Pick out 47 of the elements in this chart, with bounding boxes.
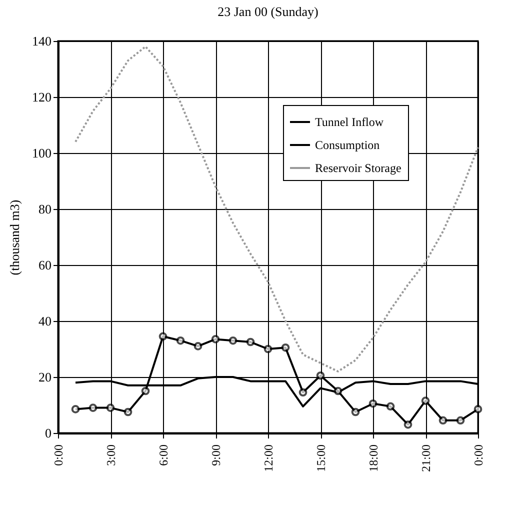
point xyxy=(158,332,168,341)
y-tick-label: 140 xyxy=(32,34,52,48)
point xyxy=(281,343,290,352)
y-axis-title: (thousand m3) xyxy=(7,200,22,276)
line-series xyxy=(74,46,479,372)
x-tick-label: 9:00 xyxy=(209,444,223,466)
point xyxy=(124,408,132,416)
x-tick-label: 0:00 xyxy=(52,444,66,466)
point xyxy=(176,336,185,345)
legend-label: Tunnel Inflow xyxy=(315,115,384,129)
x-tick-label: 18:00 xyxy=(366,444,380,472)
legend-label: Reservoir Storage xyxy=(315,161,402,175)
point xyxy=(211,335,220,344)
point xyxy=(71,405,80,414)
point xyxy=(474,405,482,414)
point xyxy=(351,408,360,416)
chart-title: 23 Jan 00 (Sunday) xyxy=(218,4,318,19)
y-tick-label: 100 xyxy=(32,146,52,160)
point xyxy=(334,386,342,396)
x-tick-label: 12:00 xyxy=(262,444,276,472)
y-tick-label: 20 xyxy=(38,370,52,384)
point xyxy=(421,396,430,405)
y-tick-label: 120 xyxy=(32,90,52,104)
x-tick-label: 0:00 xyxy=(472,444,486,466)
point xyxy=(264,344,272,354)
y-tick-label: 0 xyxy=(45,426,52,440)
point xyxy=(316,371,325,380)
point xyxy=(404,420,412,429)
point xyxy=(141,386,150,396)
y-tick-label: 40 xyxy=(38,314,52,328)
point xyxy=(386,402,395,411)
y-tick-label: 80 xyxy=(38,202,52,216)
x-tick-label: 15:00 xyxy=(314,444,328,472)
x-tick-label: 21:00 xyxy=(419,444,433,472)
point xyxy=(106,404,115,412)
point xyxy=(194,342,202,350)
point xyxy=(298,388,308,397)
point xyxy=(88,404,98,412)
x-tick-label: 3:00 xyxy=(104,444,118,466)
point xyxy=(368,399,378,408)
x-tick-label: 6:00 xyxy=(156,444,170,466)
legend-label: Consumption xyxy=(315,138,380,152)
point xyxy=(246,338,255,346)
point xyxy=(456,416,465,425)
point xyxy=(438,416,448,425)
point xyxy=(228,336,238,345)
y-tick-label: 60 xyxy=(38,258,52,272)
